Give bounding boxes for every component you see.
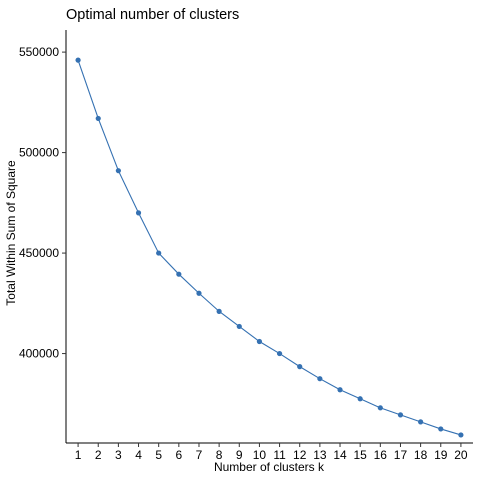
- data-point: [438, 426, 444, 432]
- data-point: [418, 419, 424, 425]
- y-tick-label: 500000: [19, 146, 59, 160]
- x-tick-label: 2: [95, 448, 102, 462]
- x-tick-label: 19: [434, 448, 448, 462]
- x-tick-label: 5: [155, 448, 162, 462]
- x-tick-label: 11: [273, 448, 286, 462]
- data-point: [75, 57, 81, 63]
- data-point: [337, 387, 343, 393]
- data-point: [317, 376, 323, 382]
- data-point: [135, 210, 142, 216]
- x-tick-label: 10: [253, 448, 267, 462]
- x-tick-label: 8: [216, 448, 223, 462]
- data-point: [458, 432, 464, 438]
- data-point: [256, 338, 263, 345]
- data-point: [196, 290, 202, 296]
- x-tick-label: 9: [236, 448, 243, 462]
- y-tick-label: 450000: [19, 246, 59, 260]
- x-tick-label: 6: [175, 448, 182, 462]
- data-point: [377, 405, 383, 411]
- x-tick-label: 15: [353, 448, 367, 462]
- data-point: [156, 250, 162, 256]
- x-tick-label: 17: [394, 448, 408, 462]
- data-point: [95, 115, 101, 122]
- x-tick-label: 3: [115, 448, 122, 462]
- x-tick-label: 18: [414, 448, 428, 462]
- data-point: [276, 350, 283, 357]
- x-tick-label: 4: [135, 448, 142, 462]
- data-point: [115, 168, 121, 174]
- x-tick-label: 20: [454, 448, 468, 462]
- x-tick-label: 16: [374, 448, 388, 462]
- x-tick-label: 1: [75, 448, 82, 462]
- y-tick-label: 550000: [19, 45, 59, 59]
- data-point: [397, 412, 404, 418]
- x-tick-label: 14: [333, 448, 347, 462]
- series-line: [77, 59, 462, 436]
- data-point: [236, 323, 242, 330]
- y-axis-title: Total Within Sum of Square: [4, 160, 18, 306]
- chart-title: Optimal number of clusters: [66, 7, 239, 23]
- data-point: [357, 396, 363, 402]
- data-point: [176, 271, 182, 277]
- y-tick-label: 400000: [19, 347, 59, 361]
- x-tick-label: 12: [293, 448, 307, 462]
- data-point: [216, 308, 222, 314]
- x-tick-label: 13: [313, 448, 327, 462]
- x-tick-label: 7: [196, 448, 203, 462]
- data-point: [297, 364, 303, 370]
- x-axis-title: Number of clusters k: [214, 460, 325, 474]
